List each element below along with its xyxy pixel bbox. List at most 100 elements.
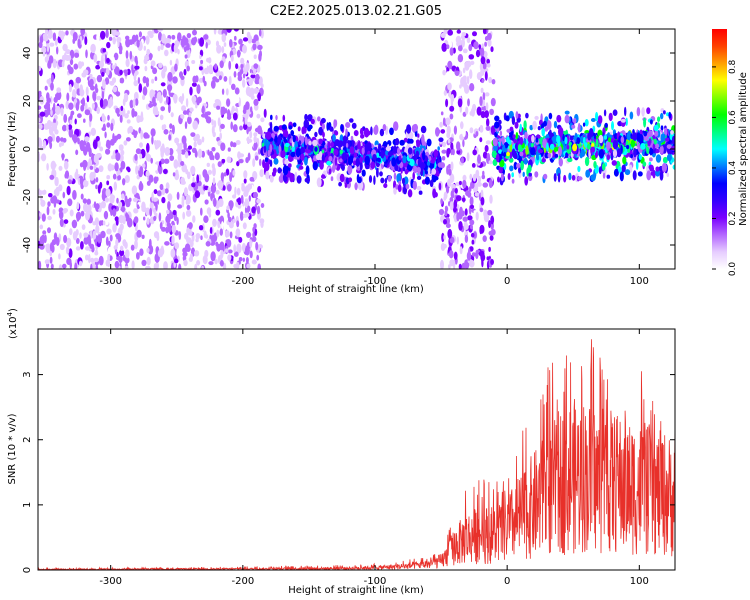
spectrogram-cell bbox=[558, 157, 563, 167]
spectrogram-cell bbox=[354, 182, 358, 191]
spectrogram-cell bbox=[194, 263, 198, 269]
colorbar-tick-label: 0.0 bbox=[728, 262, 738, 277]
spectrogram-cell bbox=[203, 215, 209, 223]
spectrogram-cell bbox=[89, 78, 94, 87]
spectrogram-cell bbox=[312, 139, 318, 147]
spectrogram-cell bbox=[257, 186, 262, 193]
spectrogram-cell bbox=[139, 153, 143, 160]
spectrogram-cell bbox=[111, 29, 117, 37]
spectrogram-cell bbox=[475, 49, 481, 58]
spectrogram-cell bbox=[157, 249, 164, 258]
snr-x-label: Height of straight line (km) bbox=[288, 585, 424, 596]
spectrogram-cell bbox=[109, 96, 113, 106]
spectrogram-cell bbox=[626, 144, 630, 150]
spectrogram-cell bbox=[471, 239, 475, 245]
spectrogram-cell bbox=[245, 257, 249, 264]
spectrogram-cell bbox=[442, 141, 447, 148]
spectrogram-cell bbox=[85, 141, 91, 152]
spectrogram-cell bbox=[611, 160, 617, 166]
spectrogram-cell bbox=[462, 77, 467, 84]
spectrogram-cell bbox=[223, 172, 227, 177]
spectrogram-cell bbox=[146, 180, 151, 186]
snr-multiplier: (x104) bbox=[6, 308, 19, 339]
spectrogram-cell bbox=[525, 112, 529, 119]
spectrogram-cell bbox=[211, 119, 214, 126]
spectrogram-cell bbox=[622, 156, 627, 165]
spectrogram-cell bbox=[147, 30, 153, 36]
spectrogram-cell bbox=[539, 154, 542, 162]
spectrogram-cell bbox=[269, 144, 273, 153]
spectrogram-cell bbox=[174, 172, 180, 181]
spectrogram-cell bbox=[304, 136, 308, 146]
spectrogram-cell bbox=[75, 246, 81, 251]
spectrogram-cell bbox=[333, 149, 339, 156]
spectrogram-cell bbox=[52, 195, 58, 204]
spectrogram-cell bbox=[529, 124, 533, 131]
spectrogram-cell bbox=[172, 76, 178, 84]
spectrogram-cell bbox=[201, 265, 204, 269]
spectrogram-cell bbox=[92, 171, 96, 179]
spectrogram-cell bbox=[558, 146, 562, 156]
spectrogram-cell bbox=[87, 204, 92, 213]
spectrogram-cell bbox=[321, 174, 326, 179]
spectrogram-cell bbox=[468, 54, 475, 60]
spectrogram-cell bbox=[473, 231, 477, 239]
spectrogram-cell bbox=[105, 29, 109, 39]
spectrogram-cell bbox=[291, 147, 295, 152]
spectrogram-cell bbox=[244, 245, 250, 256]
spectrogram-cell bbox=[553, 120, 558, 129]
spectrogram-cell bbox=[222, 185, 226, 191]
spectrogram-cell bbox=[60, 107, 64, 117]
spectrogram-cell bbox=[493, 144, 498, 151]
spectrogram-cell bbox=[45, 243, 51, 248]
snr-x-axis: -300 -200 -100 0 100 bbox=[99, 329, 649, 587]
spectrogram-cell bbox=[308, 140, 312, 146]
spectrogram-cell bbox=[102, 220, 106, 226]
spectrogram-cell bbox=[135, 59, 139, 66]
spectrogram-cell bbox=[164, 146, 171, 156]
spectrogram-cell bbox=[171, 224, 177, 234]
spectrogram-cell bbox=[296, 175, 302, 184]
spectrogram-cell bbox=[136, 229, 142, 238]
spectrogram-cell bbox=[92, 230, 97, 240]
spectrogram-cell bbox=[245, 86, 251, 96]
spectrogram-cell bbox=[662, 156, 668, 163]
spectrogram-cell bbox=[275, 114, 278, 121]
spectrogram-cell bbox=[184, 121, 188, 130]
spectrogram-cell bbox=[80, 29, 84, 34]
spectrogram-cell bbox=[607, 137, 612, 143]
spectrogram-cell bbox=[339, 158, 343, 163]
spectrogram-cell bbox=[69, 209, 74, 217]
spectrogram-cell bbox=[490, 228, 496, 236]
spectrogram-cell bbox=[246, 136, 250, 144]
spectrogram-cell bbox=[59, 243, 65, 251]
spectrogram-cell bbox=[524, 176, 529, 186]
spectrogram-cell bbox=[40, 234, 46, 245]
spectrogram-cell bbox=[373, 175, 376, 185]
spectrogram-cell bbox=[158, 62, 163, 69]
spectrogram-cell bbox=[219, 260, 224, 267]
spectrogram-cell bbox=[99, 181, 103, 189]
spectrogram-cell bbox=[205, 116, 211, 124]
snr-ytick-label: 0 bbox=[22, 567, 33, 573]
spectrogram-cell bbox=[66, 257, 72, 265]
spectrogram-cell bbox=[458, 221, 463, 231]
spectrogram-cell bbox=[220, 249, 224, 259]
spectrogram-cell bbox=[133, 131, 137, 139]
spectrogram-cell bbox=[139, 248, 144, 256]
spectrogram-cell bbox=[192, 215, 196, 223]
spectrogram-cell bbox=[511, 178, 515, 184]
spectrogram-cell bbox=[247, 34, 253, 44]
spectrogram-cell bbox=[253, 54, 257, 60]
spectrogram-cell bbox=[200, 207, 203, 216]
spectrogram-cell bbox=[568, 172, 572, 181]
spectrogram-cell bbox=[214, 63, 218, 70]
spectrogram-cell bbox=[226, 156, 232, 163]
spectrogram-cell bbox=[208, 64, 214, 75]
spectrogram-cell bbox=[238, 159, 244, 164]
spectrogram-cell bbox=[43, 123, 50, 130]
spectrogram-cell bbox=[75, 149, 79, 156]
spectrogram-cell bbox=[80, 210, 85, 217]
spectrogram-cell bbox=[484, 41, 487, 47]
spectrogram-cell bbox=[389, 127, 394, 136]
